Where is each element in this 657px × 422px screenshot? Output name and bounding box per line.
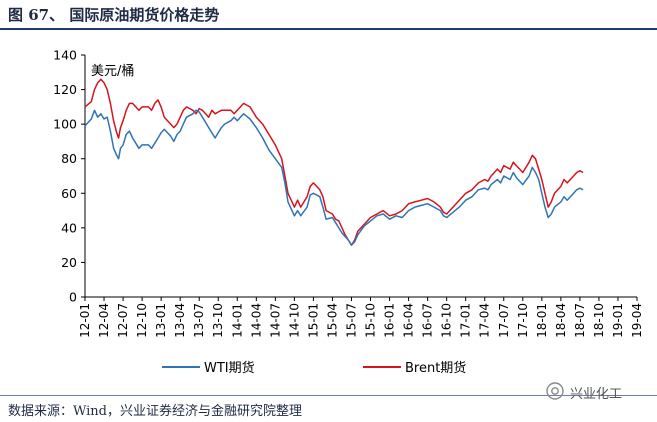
x-tick-label: 18-04 [554,303,568,338]
x-tick-label: 16-10 [440,303,454,338]
x-tick-label: 16-07 [421,303,435,338]
wechat-watermark: 兴业化工 [546,381,650,403]
x-tick-label: 17-10 [516,303,530,338]
x-tick-label: 17-04 [478,303,492,338]
source-rule [0,395,657,396]
x-tick-label: 19-01 [611,303,625,338]
x-tick-label: 18-07 [573,303,587,338]
wechat-logo-icon [546,382,564,400]
x-tick-label: 17-01 [459,303,473,338]
legend: WTI期货 Brent期货 [162,360,466,376]
legend-label-wti: WTI期货 [204,360,255,376]
x-tick-label: 17-07 [497,303,511,338]
y-tick-label: 120 [53,82,77,97]
brent-series-line [84,78,584,246]
x-tick-label: 15-10 [364,303,378,338]
y-tick-label: 0 [69,290,77,305]
x-tick-label: 16-04 [402,303,416,338]
title-rule [0,28,657,30]
chart-axes: 0 20 40 60 80 100 120 140 12-01 12-04 12-07 12-10 13… [53,48,644,338]
y-unit-label: 美元/桶 [91,64,134,79]
legend-label-brent: Brent期货 [405,360,466,376]
x-tick-label: 12-01 [78,303,92,338]
x-tick-label: 12-10 [135,303,149,338]
wti-series-line [84,109,584,246]
x-tick-label: 18-10 [592,303,606,338]
watermark-text: 兴业化工 [570,387,623,402]
x-tick-label: 16-01 [383,303,397,338]
x-tick-label: 13-04 [173,303,187,338]
x-tick-label: 13-10 [211,303,225,338]
x-tick-label: 18-01 [535,303,549,338]
series-lines [84,78,584,246]
data-source-note: 数据来源：Wind，兴业证券经济与金融研究院整理 [8,404,302,419]
y-tick-label: 60 [61,186,77,201]
x-tick-label: 14-10 [287,303,301,338]
x-tick-label: 15-01 [306,303,320,338]
figure-title: 图 67、 国际原油期货价格走势 [8,6,220,24]
y-tick-label: 40 [61,220,77,235]
y-tick-label: 20 [61,255,77,270]
x-tick-label: 13-07 [192,303,206,338]
x-tick-label: 15-04 [325,303,339,338]
x-tick-label: 13-01 [154,303,168,338]
x-tick-label: 14-04 [249,303,263,338]
y-tick-label: 140 [53,48,77,63]
y-tick-label: 80 [61,151,77,166]
x-tick-label: 19-04 [630,303,644,338]
x-tick-label: 12-07 [116,303,130,338]
x-tick-label: 15-07 [344,303,358,338]
x-tick-label: 14-01 [230,303,244,338]
x-tick-label: 14-07 [268,303,282,338]
x-tick-label: 12-04 [97,303,111,338]
y-tick-label: 100 [53,117,77,132]
